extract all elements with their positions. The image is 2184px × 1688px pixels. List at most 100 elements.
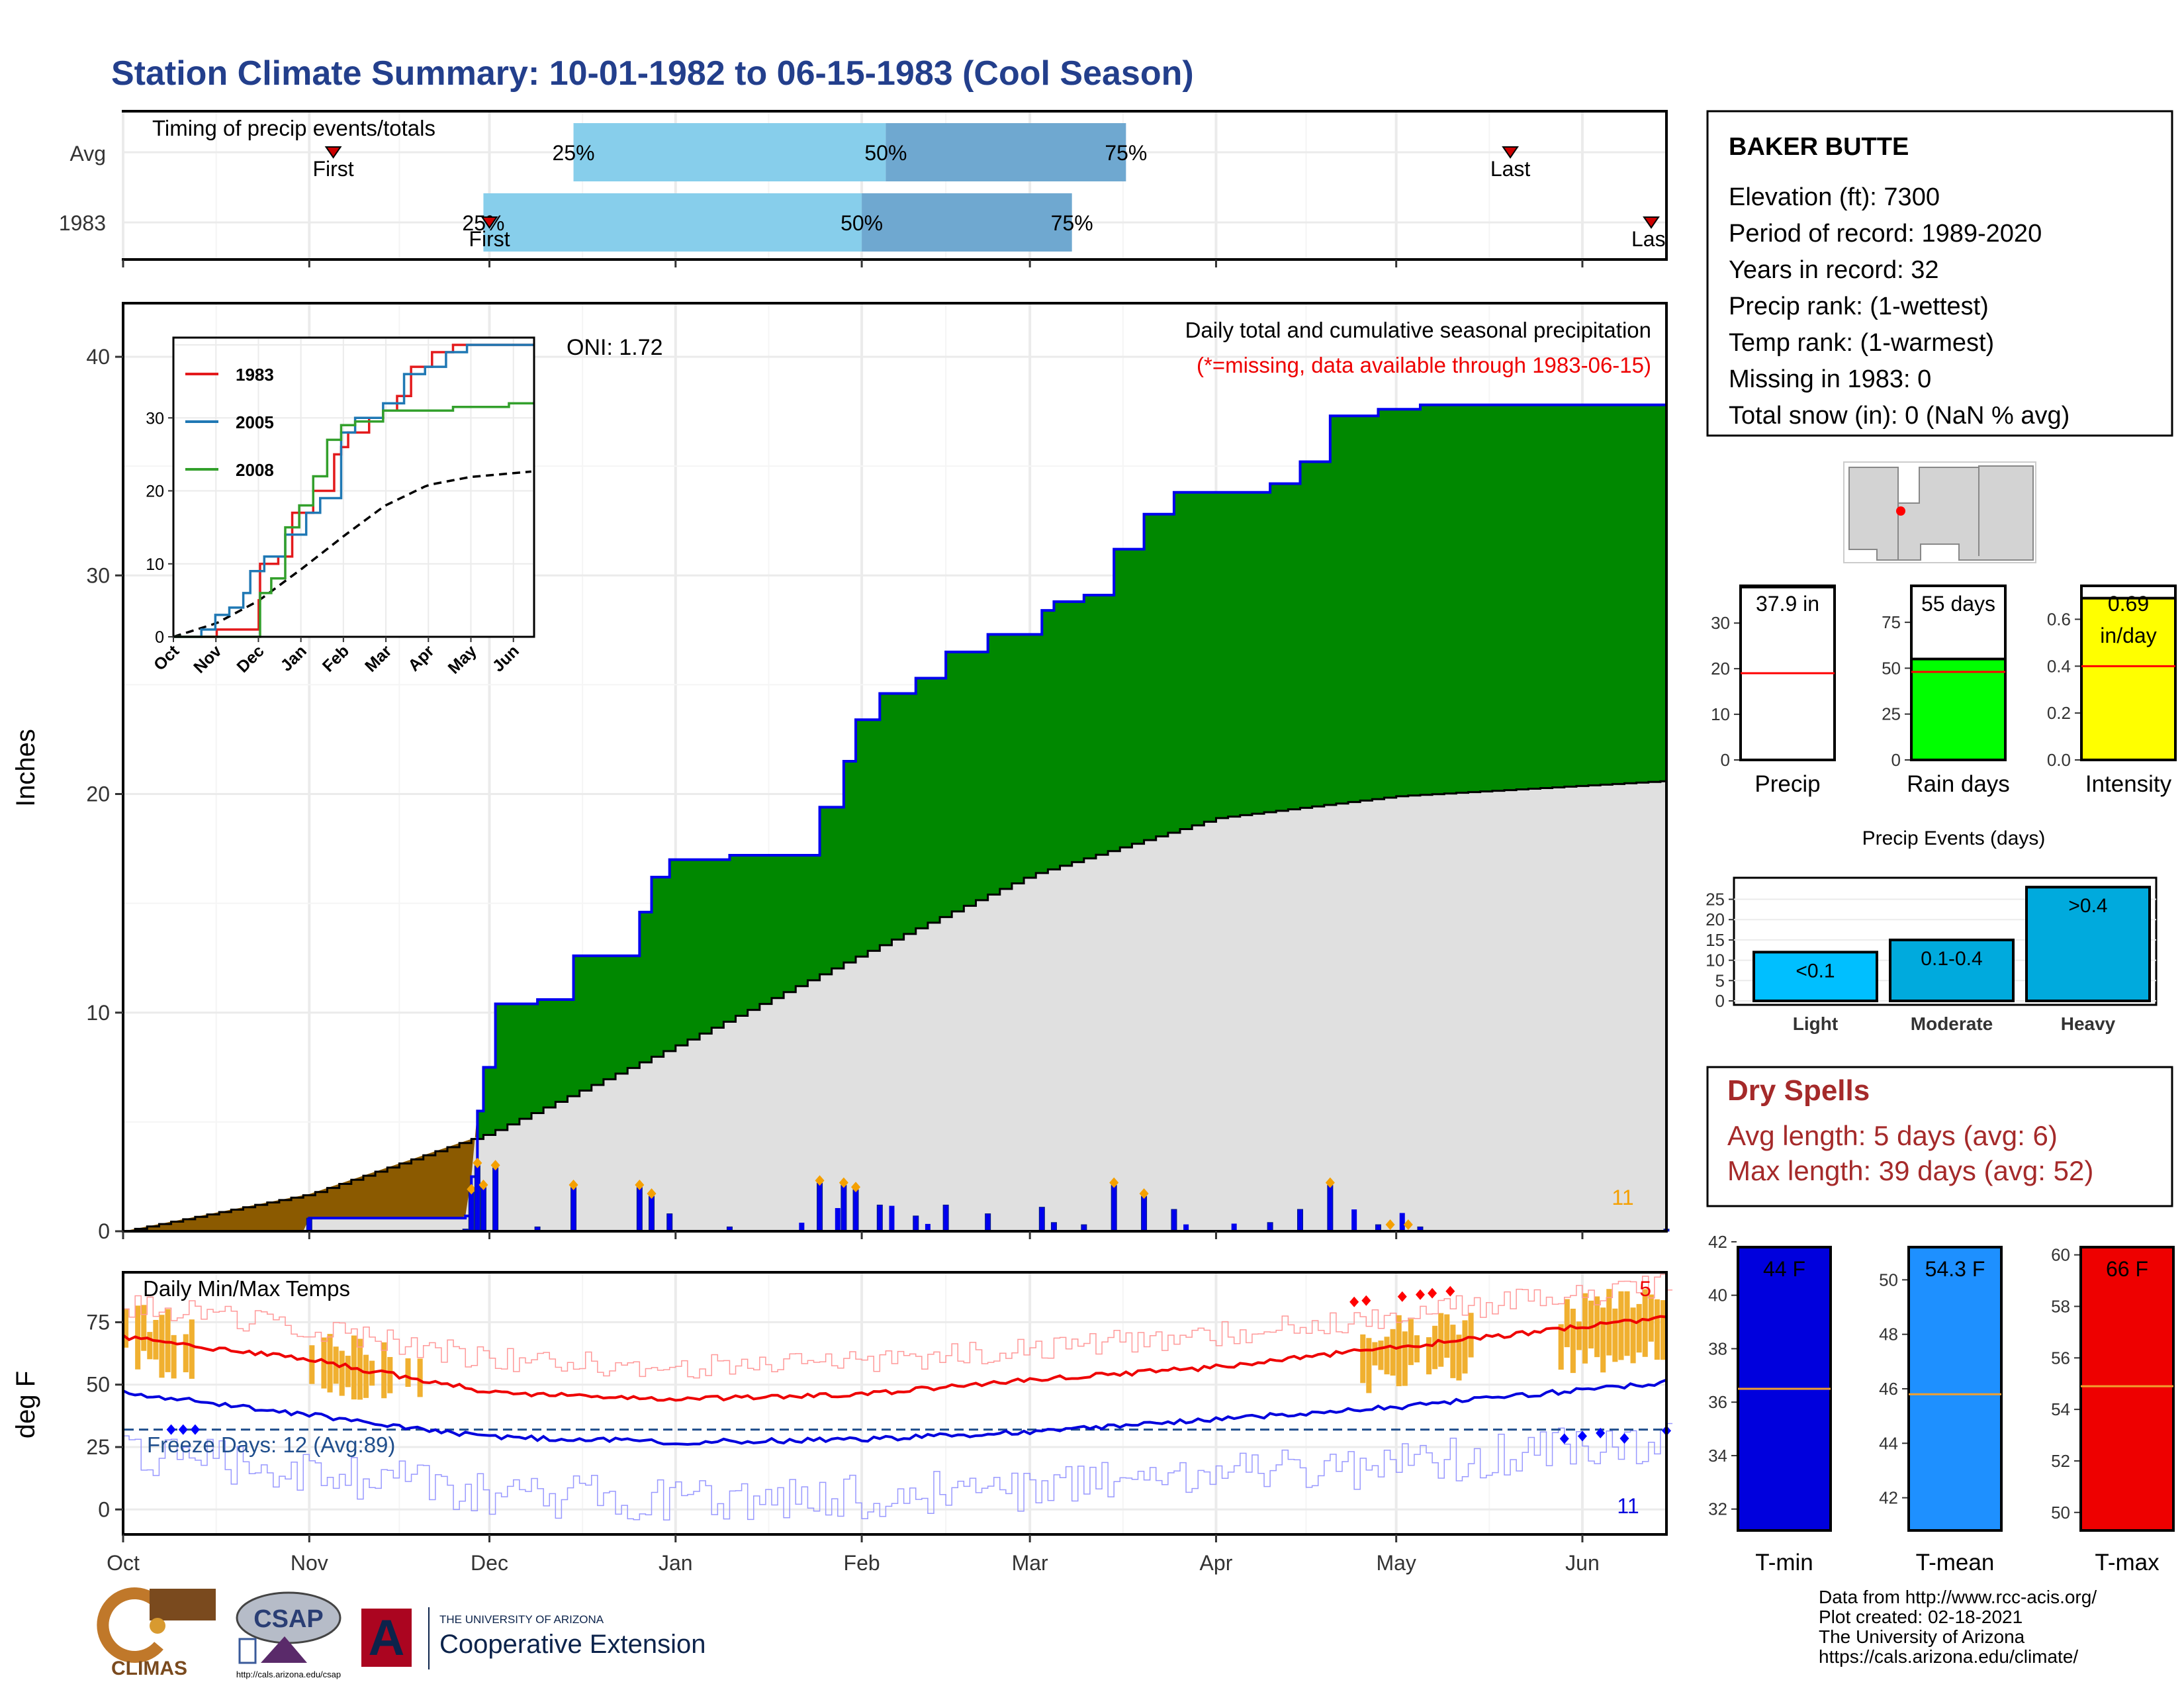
summary-value-label: 0.69 bbox=[2108, 592, 2149, 616]
daily-precip-bar bbox=[570, 1187, 577, 1232]
quartile-label-50: 50% bbox=[841, 211, 883, 235]
summary-y-tick-label: 10 bbox=[1711, 704, 1730, 724]
summary-bar-value bbox=[1910, 657, 2007, 761]
temp-summary-y-tick-label: 52 bbox=[2051, 1451, 2070, 1471]
summary-value-label: 37.9 in bbox=[1756, 592, 1819, 616]
x-axis-month-label: May bbox=[1376, 1551, 1416, 1575]
temp-summary-y-tick-label: 32 bbox=[1708, 1499, 1727, 1519]
timing-label: Timing of precip events/totals bbox=[152, 116, 435, 140]
dry-spells-title: Dry Spells bbox=[1727, 1074, 1870, 1107]
daily-precip-bar bbox=[474, 1165, 480, 1232]
station-info-line: Years in record: 32 bbox=[1729, 256, 1939, 284]
daily-temp-range-bar bbox=[1444, 1314, 1450, 1358]
x-axis-month-label: Feb bbox=[844, 1551, 880, 1575]
daily-precip-bar bbox=[835, 1207, 841, 1231]
observed-cumulative-line bbox=[123, 402, 1668, 1233]
first-event-label: First bbox=[312, 157, 353, 181]
temp-summary-y-tick-label: 56 bbox=[2051, 1348, 2070, 1368]
csap-text: CSAP bbox=[253, 1605, 324, 1633]
temp-y-tick-label: 25 bbox=[86, 1435, 110, 1459]
x-axis-month-label: Jan bbox=[659, 1551, 693, 1575]
oni-value: ONI: 1.72 bbox=[567, 335, 663, 360]
record-high-marker bbox=[1349, 1296, 1359, 1307]
events-bar-label: <0.1 bbox=[1796, 960, 1835, 982]
temp-y-tick-label: 75 bbox=[86, 1310, 110, 1334]
daily-temp-range-bar bbox=[1378, 1340, 1384, 1370]
events-bar-name: Heavy bbox=[2061, 1013, 2116, 1034]
summary-y-tick-label: 50 bbox=[1882, 658, 1901, 678]
inset-legend-label: 1983 bbox=[236, 365, 274, 385]
precip-count-label: 11 bbox=[1612, 1186, 1633, 1209]
temp-panel: 0 25 50 75 deg F Daily Min/Max Temps Freeze… bbox=[11, 1271, 1673, 1536]
credits: Data from http://www.rcc-acis.org/Plot c… bbox=[1819, 1587, 2097, 1667]
heavy-precip-marker bbox=[839, 1177, 848, 1188]
heavy-precip-marker bbox=[467, 1184, 477, 1195]
precip-y-label: Inches bbox=[11, 729, 40, 807]
daily-precip-bar bbox=[942, 1204, 949, 1232]
daily-precip-bar bbox=[1327, 1185, 1334, 1232]
temp-summary-y-tick-label: 42 bbox=[1879, 1488, 1898, 1508]
csap-logo: CSAP http://cals.arizona.edu/csap bbox=[236, 1591, 341, 1679]
station-location-dot bbox=[1896, 506, 1905, 516]
daily-temp-range-bar bbox=[309, 1345, 315, 1384]
temp-summary-y-tick-label: 34 bbox=[1708, 1446, 1727, 1466]
x-axis-month-label: Oct bbox=[107, 1551, 140, 1575]
summary-y-tick-label: 30 bbox=[1711, 613, 1730, 633]
heavy-precip-marker bbox=[647, 1188, 657, 1199]
temp-summary-bar bbox=[1907, 1246, 2003, 1532]
csap-url: http://cals.arizona.edu/csap bbox=[236, 1669, 341, 1679]
daily-temp-range-bar bbox=[1366, 1338, 1372, 1393]
freeze-marker bbox=[1619, 1432, 1629, 1444]
temp-summary-name: T-mean bbox=[1916, 1550, 1995, 1575]
record-low-line bbox=[123, 1423, 1673, 1521]
quartile-bar-upper bbox=[862, 193, 1072, 252]
heavy-precip-marker bbox=[1109, 1177, 1119, 1188]
daily-precip-bar bbox=[1171, 1209, 1177, 1232]
daily-temp-range-bar bbox=[1408, 1319, 1414, 1366]
daily-temp-range-bar bbox=[1462, 1320, 1468, 1374]
temp-summary-bars: 32 34 36 38 40 42 44 F T-min 42 44 46 48 50 54.3 F T-m… bbox=[1708, 1232, 2175, 1575]
summary-y-tick-label: 75 bbox=[1882, 612, 1901, 632]
x-axis-month-label: Jun bbox=[1565, 1551, 1600, 1575]
daily-temp-range-bar bbox=[1402, 1331, 1408, 1386]
inset-series-2008 bbox=[173, 402, 534, 638]
quartile-bar-lower bbox=[483, 193, 862, 252]
heavy-precip-marker bbox=[490, 1160, 500, 1171]
precip-annotation: Daily total and cumulative seasonal prec… bbox=[1185, 318, 1651, 342]
daily-temp-range-bar bbox=[147, 1332, 153, 1360]
inset-legend-label: 2008 bbox=[236, 460, 274, 480]
record-high-marker bbox=[1415, 1289, 1425, 1300]
inset-series: 1983 2005 2008 bbox=[173, 339, 534, 638]
temp-summary-name: T-max bbox=[2095, 1550, 2160, 1575]
heavy-precip-marker bbox=[635, 1179, 645, 1190]
precip-panel: 0 10 20 30 40 Inches Daily total and cumulat… bbox=[11, 302, 1670, 1243]
events-y-tick-label: 20 bbox=[1706, 910, 1725, 929]
daily-precip-bar bbox=[876, 1204, 883, 1232]
station-name: BAKER BUTTE bbox=[1729, 133, 1909, 161]
first-event-label: First bbox=[469, 227, 510, 251]
summary-y-tick-label: 25 bbox=[1882, 704, 1901, 724]
temp-summary-y-tick-label: 50 bbox=[2051, 1503, 2070, 1523]
precip-y-tick-label: 0 bbox=[98, 1219, 110, 1243]
daily-precip-bar bbox=[649, 1196, 655, 1232]
temp-summary-name: T-min bbox=[1755, 1550, 1813, 1575]
inset-y-tick-label: 30 bbox=[146, 409, 164, 428]
temp-y-axis: 0 25 50 75 bbox=[86, 1310, 123, 1521]
heavy-precip-marker bbox=[1325, 1177, 1335, 1188]
quartile-label-25: 25% bbox=[553, 141, 595, 165]
daily-temp-range-bar bbox=[159, 1315, 165, 1378]
events-bar-label: 0.1-0.4 bbox=[1921, 948, 1982, 970]
daily-temp-range-bar bbox=[1642, 1289, 1648, 1357]
daily-temp-range-bar bbox=[1390, 1329, 1396, 1376]
temp-summary-y-tick-label: 36 bbox=[1708, 1392, 1727, 1412]
credit-line: The University of Arizona bbox=[1819, 1626, 2025, 1647]
temp-y-tick-label: 0 bbox=[98, 1497, 110, 1521]
university-logo: A THE UNIVERSITY OF ARIZONA Cooperative … bbox=[361, 1607, 705, 1669]
temp-panel-label: Daily Min/Max Temps bbox=[143, 1276, 350, 1301]
inset-y-tick-label: 0 bbox=[155, 628, 164, 647]
x-axis-month-label: Dec bbox=[471, 1551, 508, 1575]
last-event-label: Las bbox=[1631, 227, 1666, 251]
climas-text: CLIMAS bbox=[111, 1658, 187, 1679]
events-bar-name: Light bbox=[1793, 1013, 1838, 1034]
timing-quartile-bars: 25% 50% 75% First Last 25% 50% 75% First Las bbox=[312, 123, 1666, 252]
